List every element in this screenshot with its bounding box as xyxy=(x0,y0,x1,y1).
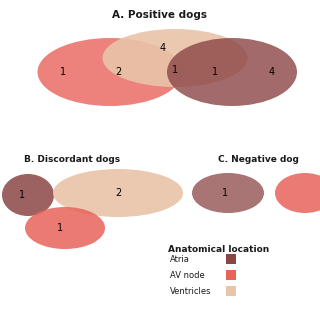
Text: AV node: AV node xyxy=(170,271,205,280)
Ellipse shape xyxy=(25,207,105,249)
Text: A. Positive dogs: A. Positive dogs xyxy=(113,10,207,20)
Text: 1: 1 xyxy=(60,67,66,77)
Text: Anatomical location: Anatomical location xyxy=(168,245,269,254)
Text: Atria: Atria xyxy=(170,255,190,264)
Text: 2: 2 xyxy=(115,67,121,77)
Text: B. Discordant dogs: B. Discordant dogs xyxy=(24,155,120,164)
Ellipse shape xyxy=(2,174,54,216)
Text: Ventricles: Ventricles xyxy=(170,287,212,296)
Ellipse shape xyxy=(37,38,182,106)
Text: 1: 1 xyxy=(212,67,218,77)
Text: 1: 1 xyxy=(19,190,25,200)
Ellipse shape xyxy=(53,169,183,217)
Bar xyxy=(226,270,236,280)
Ellipse shape xyxy=(167,38,297,106)
Text: 4: 4 xyxy=(269,67,275,77)
Bar xyxy=(226,286,236,296)
Text: 1: 1 xyxy=(57,223,63,233)
Text: C. Negative dog: C. Negative dog xyxy=(218,155,299,164)
Ellipse shape xyxy=(192,173,264,213)
Text: 1: 1 xyxy=(222,188,228,198)
Ellipse shape xyxy=(275,173,320,213)
Text: 2: 2 xyxy=(115,188,121,198)
Bar xyxy=(226,254,236,264)
Ellipse shape xyxy=(102,29,247,87)
Text: 4: 4 xyxy=(160,43,166,53)
Text: 1: 1 xyxy=(172,65,178,75)
